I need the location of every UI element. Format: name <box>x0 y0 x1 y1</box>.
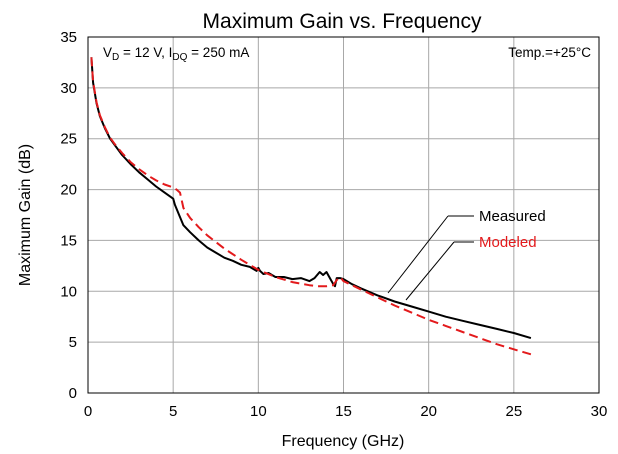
x-axis-label: Frequency (GHz) <box>282 433 405 450</box>
chart-title: Maximum Gain vs. Frequency <box>203 10 482 33</box>
x-tick-label: 5 <box>169 403 177 420</box>
x-axis-ticks: 0 5 10 15 20 25 30 <box>84 403 608 420</box>
y-tick-label: 5 <box>69 334 77 351</box>
series-group <box>90 57 532 356</box>
y-tick-label: 15 <box>60 232 77 249</box>
x-tick-label: 20 <box>420 403 437 420</box>
plot-area-border <box>87 36 600 394</box>
x-tick-label: 10 <box>250 403 267 420</box>
legend-leader-modeled <box>405 241 455 301</box>
temperature-annotation: Temp.=+25°C <box>508 45 591 60</box>
legend-leader-measured <box>387 215 449 294</box>
legend-label-modeled: Modeled <box>479 234 537 251</box>
series-line-measured <box>90 57 532 340</box>
x-tick-label: 30 <box>591 403 608 420</box>
x-tick-label: 15 <box>335 403 352 420</box>
y-tick-label: 25 <box>60 131 77 148</box>
conditions-annotation: VD = 12 V, IDQ = 250 mA <box>103 45 249 63</box>
grid-lines <box>88 37 599 393</box>
legend: Measured Modeled <box>387 208 546 301</box>
series-line-modeled <box>90 57 532 356</box>
y-axis-label: Maximum Gain (dB) <box>17 144 34 286</box>
y-tick-label: 10 <box>60 283 77 300</box>
y-tick-label: 35 <box>60 29 77 46</box>
y-tick-label: 30 <box>60 80 77 97</box>
x-tick-label: 0 <box>84 403 92 420</box>
y-tick-label: 0 <box>69 385 77 402</box>
legend-label-measured: Measured <box>479 208 546 225</box>
y-tick-label: 20 <box>60 182 77 199</box>
x-tick-label: 25 <box>505 403 522 420</box>
y-axis-ticks: 0 5 10 15 20 25 30 35 <box>60 29 77 402</box>
